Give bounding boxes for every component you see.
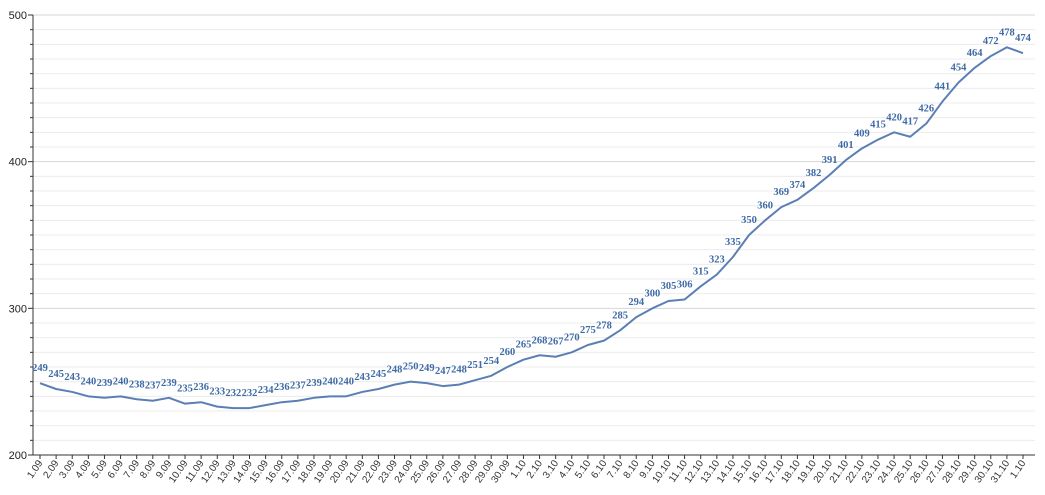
data-label: 350: [741, 215, 757, 226]
data-label: 374: [790, 180, 807, 191]
data-label: 240: [322, 376, 338, 387]
data-label: 472: [983, 36, 999, 47]
x-tick-label: 1.10: [509, 458, 529, 481]
data-label: 323: [709, 255, 725, 266]
data-label: 315: [693, 266, 709, 277]
x-tick-label: 1.09: [25, 458, 45, 481]
data-label: 382: [806, 168, 822, 179]
data-label: 420: [886, 112, 902, 123]
data-label: 305: [661, 281, 677, 292]
x-tick-label: 7.10: [605, 458, 625, 481]
data-label: 254: [483, 356, 500, 367]
data-label: 426: [918, 104, 934, 115]
axes: [28, 14, 1035, 459]
data-label: 300: [644, 288, 660, 299]
x-tick-labels: 1.092.093.094.095.096.097.098.099.0910.0…: [25, 458, 1028, 485]
data-label: 240: [80, 376, 96, 387]
data-label: 239: [97, 378, 113, 389]
data-label: 233: [209, 387, 225, 398]
data-label: 248: [387, 365, 403, 376]
data-label: 236: [193, 382, 209, 393]
series-line-group: [39, 46, 1024, 410]
data-label: 239: [161, 378, 177, 389]
data-label: 369: [773, 187, 789, 198]
data-label: 237: [145, 381, 161, 392]
x-tick-label: 8.10: [622, 458, 642, 481]
data-label: 478: [999, 27, 1015, 38]
data-label: 232: [242, 388, 258, 399]
data-label: 251: [467, 360, 483, 371]
y-tick-label: 300: [9, 303, 27, 315]
y-tick-label: 500: [9, 10, 27, 22]
gridlines: [33, 14, 1035, 441]
data-label: 267: [548, 337, 564, 348]
data-label: 249: [419, 363, 435, 374]
x-tick-label: 3.09: [58, 458, 78, 481]
data-label: 247: [435, 366, 451, 377]
data-label: 239: [306, 378, 322, 389]
x-tick-label: 6.09: [106, 458, 126, 481]
x-tick-label: 5.09: [90, 458, 110, 481]
data-label: 268: [532, 335, 548, 346]
data-label: 249: [32, 363, 48, 374]
data-label: 248: [451, 365, 467, 376]
x-tick-label: 2.09: [41, 458, 61, 481]
data-label: 294: [628, 297, 645, 308]
data-label: 441: [935, 82, 951, 93]
data-label: 391: [822, 155, 838, 166]
y-tick-labels: 200 300 400 500: [9, 10, 27, 462]
series-line: [39, 46, 1024, 410]
data-label: 238: [129, 379, 145, 390]
x-tick-label: 2.10: [525, 458, 545, 481]
data-label: 240: [338, 376, 354, 387]
data-label: 232: [226, 388, 242, 399]
data-label: 265: [516, 340, 532, 351]
data-label: 474: [1015, 33, 1032, 44]
x-tick-label: 1.10: [1008, 458, 1028, 481]
y-tick-label: 200: [9, 450, 27, 462]
data-label: 235: [177, 384, 193, 395]
x-tick-label: 7.09: [122, 458, 142, 481]
data-label: 401: [838, 140, 854, 151]
data-label: 260: [499, 347, 515, 358]
data-label: 417: [902, 117, 918, 128]
x-tick-label: 8.09: [138, 458, 158, 481]
data-label: 237: [290, 381, 306, 392]
data-label: 306: [677, 280, 693, 291]
data-label: 360: [757, 200, 773, 211]
y-tick-label: 400: [9, 157, 27, 169]
data-label: 240: [113, 376, 129, 387]
x-tick-label: 6.10: [589, 458, 609, 481]
data-label: 275: [580, 325, 596, 336]
x-tick-label: 5.10: [573, 458, 593, 481]
data-label: 464: [967, 48, 984, 59]
data-label: 454: [951, 62, 968, 73]
x-tick-label: 4.10: [557, 458, 577, 481]
data-label: 278: [596, 321, 612, 332]
data-label: 236: [274, 382, 290, 393]
x-tick-label: 3.10: [541, 458, 561, 481]
data-label: 245: [48, 369, 64, 380]
data-label: 409: [854, 128, 870, 139]
data-label: 250: [403, 362, 419, 373]
data-label: 270: [564, 332, 580, 343]
data-label: 285: [612, 310, 628, 321]
data-label: 234: [258, 385, 275, 396]
x-tick-label: 4.09: [74, 458, 94, 481]
data-label: 245: [371, 369, 387, 380]
data-label: 243: [354, 372, 370, 383]
data-label: 415: [870, 120, 886, 131]
data-label: 243: [64, 372, 80, 383]
data-label: 335: [725, 237, 741, 248]
